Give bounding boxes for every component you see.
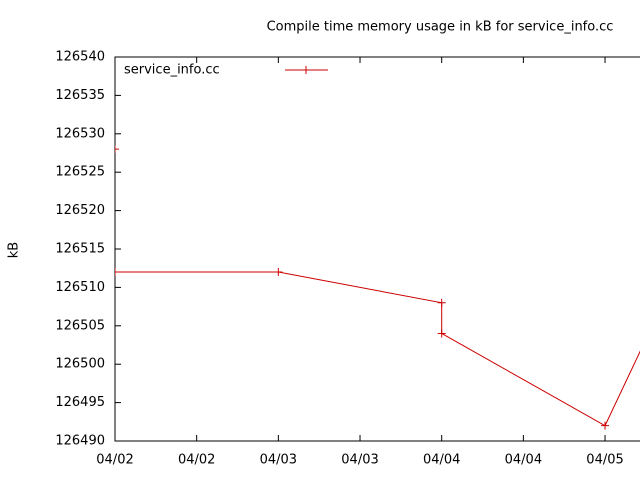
- point-marker: [601, 421, 610, 430]
- y-tick-label: 126495: [55, 395, 105, 410]
- plot-area: [115, 145, 640, 430]
- y-tick-label: 126540: [55, 50, 105, 65]
- series-line: [115, 271, 640, 427]
- y-tick-label: 126515: [55, 242, 105, 257]
- y-tick-label: 126525: [55, 165, 105, 180]
- y-tick-label: 126510: [55, 280, 105, 295]
- x-tick-label: 04/04: [423, 453, 460, 468]
- point-marker: [274, 268, 283, 277]
- x-tick-label: 04/02: [96, 453, 133, 468]
- point-marker: [437, 329, 446, 338]
- y-axis-label: kB: [7, 242, 22, 258]
- point-marker: [437, 298, 446, 307]
- x-tick-label: 04/04: [505, 453, 542, 468]
- y-tick-label: 126520: [55, 203, 105, 218]
- plot-border: [114, 56, 640, 442]
- y-tick-label: 126535: [55, 88, 105, 103]
- y-tick-label: 126500: [55, 357, 105, 372]
- x-tick-label: 04/03: [260, 453, 297, 468]
- y-tick-label: 126505: [55, 318, 105, 333]
- point-marker: [115, 145, 119, 154]
- x-tick-label: 04/03: [341, 453, 378, 468]
- y-tick-label: 126490: [55, 434, 105, 449]
- legend-label: service_info.cc: [124, 63, 220, 78]
- x-tick-label: 04/02: [178, 453, 215, 468]
- point-marker: [115, 268, 119, 277]
- legend-swatch: [285, 66, 328, 74]
- x-tick-label: 04/05: [586, 453, 623, 468]
- chart-title: Compile time memory usage in kB for serv…: [267, 20, 614, 35]
- y-tick-label: 126530: [55, 126, 105, 141]
